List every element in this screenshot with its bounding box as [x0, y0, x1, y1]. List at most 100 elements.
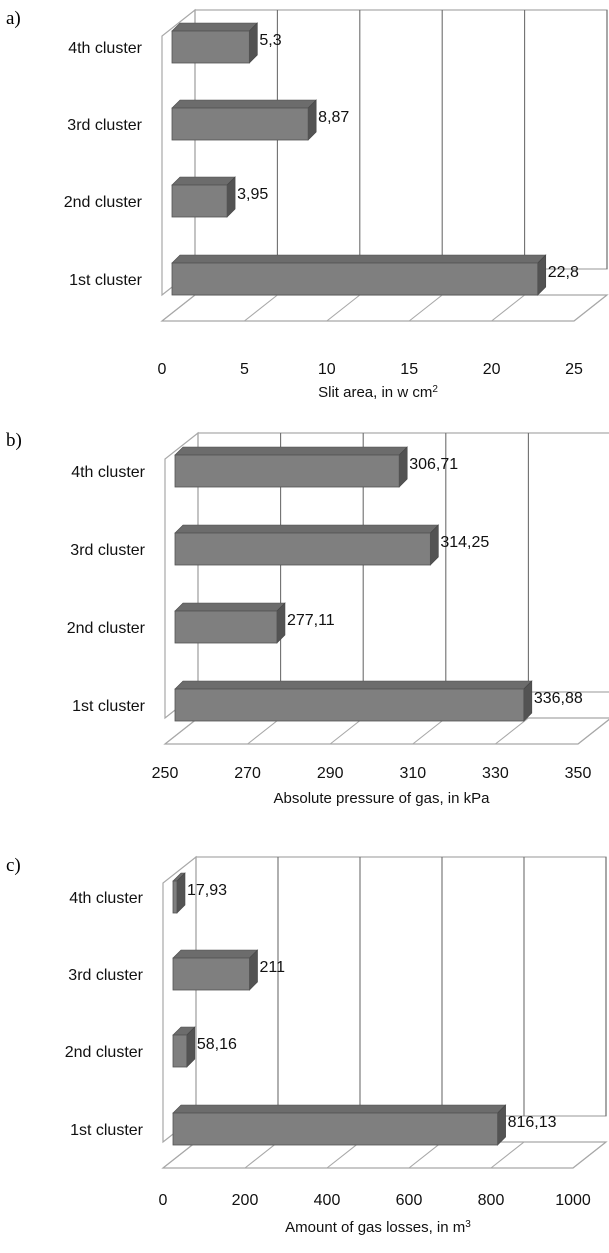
floor-gridline — [408, 294, 443, 322]
x-axis-title: Amount of gas losses, in m3 — [285, 1219, 471, 1237]
x-tick-label: 5 — [240, 361, 249, 378]
category-label: 4th cluster — [68, 40, 142, 57]
x-tick-label: 400 — [314, 1192, 341, 1209]
bar-3[interactable] — [172, 949, 259, 991]
data-label: 5,3 — [259, 32, 281, 49]
bar-front-face[interactable] — [172, 1034, 188, 1068]
floor-gridline — [573, 294, 608, 322]
floor-gridline — [577, 718, 609, 745]
x-axis-title-superscript: 3 — [465, 1219, 471, 1230]
x-tick-label: 800 — [478, 1192, 505, 1209]
floor-gridline — [329, 717, 364, 745]
bar-2[interactable] — [174, 602, 286, 644]
category-label: 2nd cluster — [64, 194, 143, 211]
chart-panel-a: a) 0 5 10 15 20 25 Slit area, in w cm2 1st clust… — [6, 8, 609, 402]
bar-front-face[interactable] — [171, 262, 539, 296]
x-tick-label: 0 — [158, 361, 167, 378]
bar-1[interactable] — [171, 254, 547, 296]
bar-3[interactable] — [174, 524, 440, 566]
data-label: 816,13 — [508, 1114, 557, 1131]
bar-top-face — [174, 446, 408, 456]
x-tick-label: 15 — [400, 361, 418, 378]
category-label: 3rd cluster — [67, 117, 142, 134]
bar-front-face[interactable] — [171, 107, 309, 141]
bar-top-face — [174, 680, 533, 690]
back-wall — [195, 856, 607, 1117]
data-label: 8,87 — [318, 109, 349, 126]
bar-front-face[interactable] — [174, 610, 278, 644]
x-tick-label: 1000 — [555, 1192, 591, 1209]
category-label: 4th cluster — [69, 890, 143, 907]
floor-gridline — [572, 1141, 607, 1169]
data-label: 58,16 — [197, 1036, 237, 1053]
floor-gridline — [244, 294, 278, 322]
category-label: 1st cluster — [69, 272, 143, 289]
bar-top-face — [174, 524, 440, 534]
data-label: 314,25 — [440, 534, 489, 551]
x-tick-label: 330 — [482, 765, 509, 782]
bar-front-face[interactable] — [171, 184, 228, 218]
floor-gridline — [412, 717, 447, 745]
data-label: 336,88 — [534, 690, 583, 707]
bar-top-face — [172, 949, 259, 959]
category-label: 2nd cluster — [65, 1044, 144, 1061]
floor-gridline — [491, 294, 525, 322]
category-label: 2nd cluster — [67, 620, 146, 637]
x-tick-label: 350 — [565, 765, 592, 782]
x-tick-label: 0 — [159, 1192, 168, 1209]
panel-label: c) — [6, 855, 21, 876]
x-tick-label: 310 — [399, 765, 426, 782]
bar-front-face[interactable] — [172, 957, 250, 991]
bar-1[interactable] — [174, 680, 533, 722]
data-label: 211 — [260, 959, 286, 976]
category-label: 3rd cluster — [68, 967, 143, 984]
x-tick-label: 200 — [232, 1192, 259, 1209]
chart-panel-b: b) 250 270 290 310 330 350 Absolute pressure of… — [6, 430, 609, 807]
floor-gridline — [244, 1141, 279, 1169]
bar-1[interactable] — [172, 1104, 507, 1146]
bar-top-face — [171, 22, 259, 32]
bar-top-face — [171, 99, 317, 109]
category-label: 3rd cluster — [70, 542, 145, 559]
chart-panel-c: c) 0 200 400 600 800 1000 Amount of gas losses,… — [6, 855, 608, 1237]
bar-3[interactable] — [171, 99, 317, 141]
bar-front-face[interactable] — [174, 454, 400, 488]
panel-label: a) — [6, 8, 21, 29]
category-label: 1st cluster — [70, 1122, 144, 1139]
bar-top-face — [174, 602, 286, 612]
bar-4[interactable] — [174, 446, 408, 488]
bar-front-face[interactable] — [174, 532, 431, 566]
x-axis-title: Absolute pressure of gas, in kPa — [274, 790, 491, 807]
bar-front-face[interactable] — [171, 30, 250, 64]
data-label: 306,71 — [409, 456, 458, 473]
floor — [163, 717, 609, 745]
floor-gridline — [326, 294, 361, 322]
floor-gridline — [490, 1141, 525, 1169]
panel-label: b) — [6, 430, 22, 451]
floor — [160, 294, 609, 322]
bar-front-face[interactable] — [174, 688, 525, 722]
x-tick-label: 20 — [483, 361, 501, 378]
floor-gridline — [326, 1141, 361, 1169]
x-tick-label: 600 — [396, 1192, 423, 1209]
bar-2[interactable] — [171, 176, 236, 218]
bar-4[interactable] — [172, 872, 186, 914]
x-axis-title: Slit area, in w cm2 — [318, 384, 438, 402]
bar-front-face[interactable] — [172, 880, 178, 914]
bar-4[interactable] — [171, 22, 259, 64]
x-axis-title-superscript: 2 — [432, 384, 438, 395]
bar-2[interactable] — [172, 1026, 196, 1068]
data-label: 277,11 — [287, 612, 335, 629]
bar-top-face — [172, 1104, 507, 1114]
data-label: 22,8 — [548, 264, 579, 281]
bar-front-face[interactable] — [172, 1112, 499, 1146]
floor-gridline — [164, 717, 199, 745]
floor-gridline — [495, 717, 529, 745]
x-tick-label: 25 — [565, 361, 583, 378]
category-label: 1st cluster — [72, 698, 146, 715]
x-tick-label: 270 — [234, 765, 261, 782]
data-label: 17,93 — [187, 882, 227, 899]
x-tick-label: 10 — [318, 361, 336, 378]
floor — [161, 1141, 608, 1169]
